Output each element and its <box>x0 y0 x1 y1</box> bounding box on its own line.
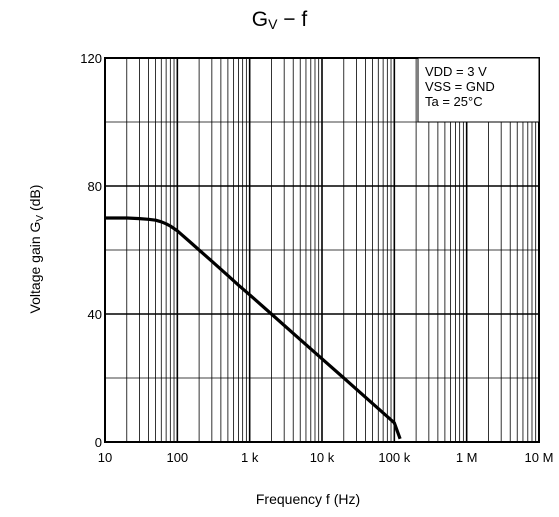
chart-title: GV − f <box>251 8 308 32</box>
conditions-box-frame <box>417 57 540 123</box>
x-tick-label: 100 k <box>378 450 410 465</box>
conditions-box: VDD = 3 V VSS = GND Ta = 25°C <box>417 57 540 123</box>
x-tick-label: 10 <box>98 450 112 465</box>
x-tick-label: 1 k <box>241 450 259 465</box>
x-tick-label: 1 M <box>456 450 478 465</box>
condition-ta: Ta = 25°C <box>425 94 483 109</box>
y-tick-labels: 0 40 80 120 <box>80 51 102 450</box>
plot-frame <box>104 57 540 443</box>
x-axis-label: Frequency f (Hz) <box>256 491 360 507</box>
y-tick-label: 0 <box>95 435 102 450</box>
condition-vdd: VDD = 3 V <box>425 64 487 79</box>
y-tick-label: 40 <box>88 307 102 322</box>
x-tick-label: 10 M <box>525 450 554 465</box>
x-tick-label: 100 <box>166 450 188 465</box>
x-tick-labels: 10 100 1 k 10 k 100 k 1 M 10 M <box>98 450 554 465</box>
series-line <box>105 216 402 440</box>
y-axis-label: Voltage gain GV (dB) <box>27 185 46 314</box>
x-tick-label: 10 k <box>310 450 335 465</box>
series-layer <box>105 216 402 440</box>
y-tick-label: 120 <box>80 51 102 66</box>
condition-vss: VSS = GND <box>425 79 495 94</box>
y-tick-label: 80 <box>88 179 102 194</box>
